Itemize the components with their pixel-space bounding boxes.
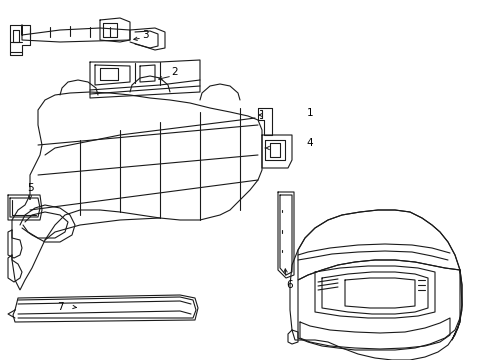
Text: 7: 7 <box>57 302 63 312</box>
Text: 1: 1 <box>307 108 313 118</box>
Text: 4: 4 <box>307 138 313 148</box>
Text: 2: 2 <box>172 67 178 77</box>
Text: 3: 3 <box>142 30 148 40</box>
Text: 6: 6 <box>287 280 294 290</box>
Text: 5: 5 <box>26 183 33 193</box>
